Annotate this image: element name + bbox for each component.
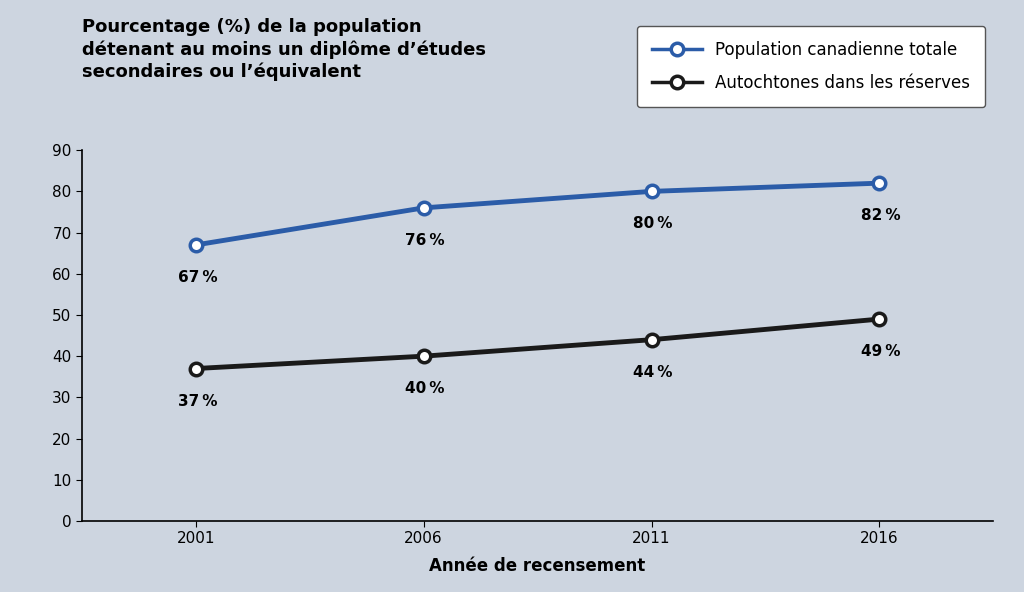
Text: 49 %: 49 % [861, 344, 901, 359]
Legend: Population canadienne totale, Autochtones dans les réserves: Population canadienne totale, Autochtone… [637, 26, 985, 107]
Text: 76 %: 76 % [406, 233, 445, 248]
Text: 80 %: 80 % [633, 217, 673, 231]
Text: Pourcentage (%) de la population
détenant au moins un diplôme d’études
secondair: Pourcentage (%) de la population détenan… [82, 18, 486, 82]
Text: 37 %: 37 % [177, 394, 217, 408]
Text: 82 %: 82 % [861, 208, 901, 223]
Text: 44 %: 44 % [633, 365, 673, 380]
Text: 67 %: 67 % [177, 270, 217, 285]
Text: 40 %: 40 % [406, 381, 445, 396]
X-axis label: Année de recensement: Année de recensement [429, 558, 646, 575]
